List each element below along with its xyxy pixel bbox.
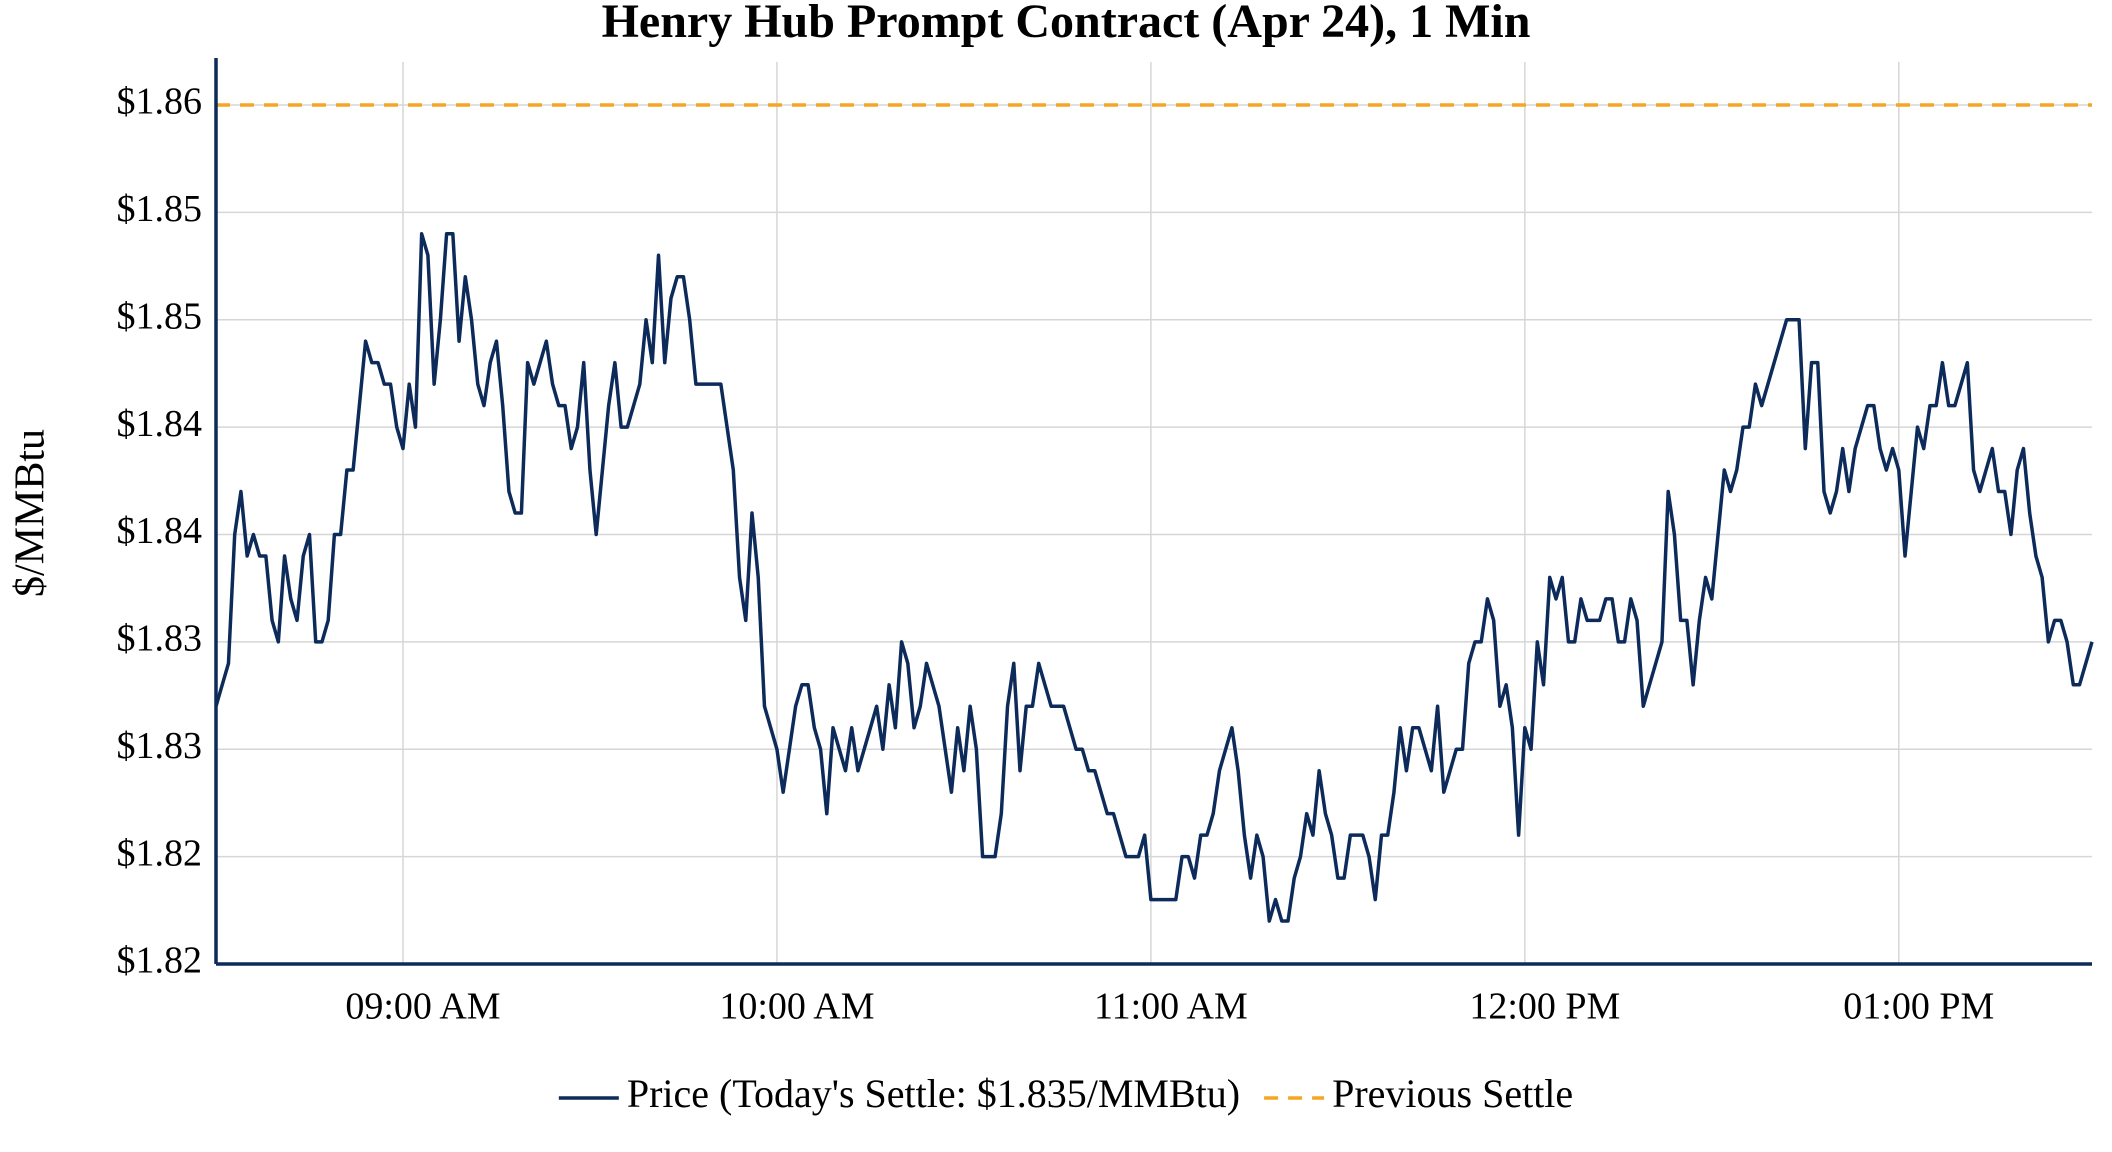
y-axis-label: $/MMBtu — [8, 429, 54, 597]
y-tick-label: $1.84 — [117, 510, 203, 552]
x-tick-label: 10:00 AM — [719, 986, 874, 1028]
y-tick-label: $1.83 — [117, 618, 203, 660]
y-tick-label: $1.82 — [117, 832, 203, 874]
y-tick-label: $1.86 — [117, 81, 203, 123]
y-tick-label: $1.82 — [117, 940, 203, 982]
y-tick-label: $1.84 — [117, 403, 203, 445]
x-tick-label: 11:00 AM — [1094, 986, 1248, 1028]
x-tick-label: 12:00 PM — [1469, 986, 1620, 1028]
legend-label: Previous Settle — [1332, 1071, 1573, 1116]
chart-title: Henry Hub Prompt Contract (Apr 24), 1 Mi… — [602, 0, 1531, 48]
legend-label: Price (Today's Settle: $1.835/MMBtu) — [627, 1071, 1240, 1116]
y-tick-label: $1.85 — [117, 295, 203, 337]
x-tick-label: 09:00 AM — [345, 986, 500, 1028]
y-tick-label: $1.83 — [117, 725, 203, 767]
price-line — [214, 232, 2094, 923]
x-tick-label: 01:00 PM — [1843, 986, 1994, 1028]
y-tick-label: $1.85 — [117, 188, 203, 230]
